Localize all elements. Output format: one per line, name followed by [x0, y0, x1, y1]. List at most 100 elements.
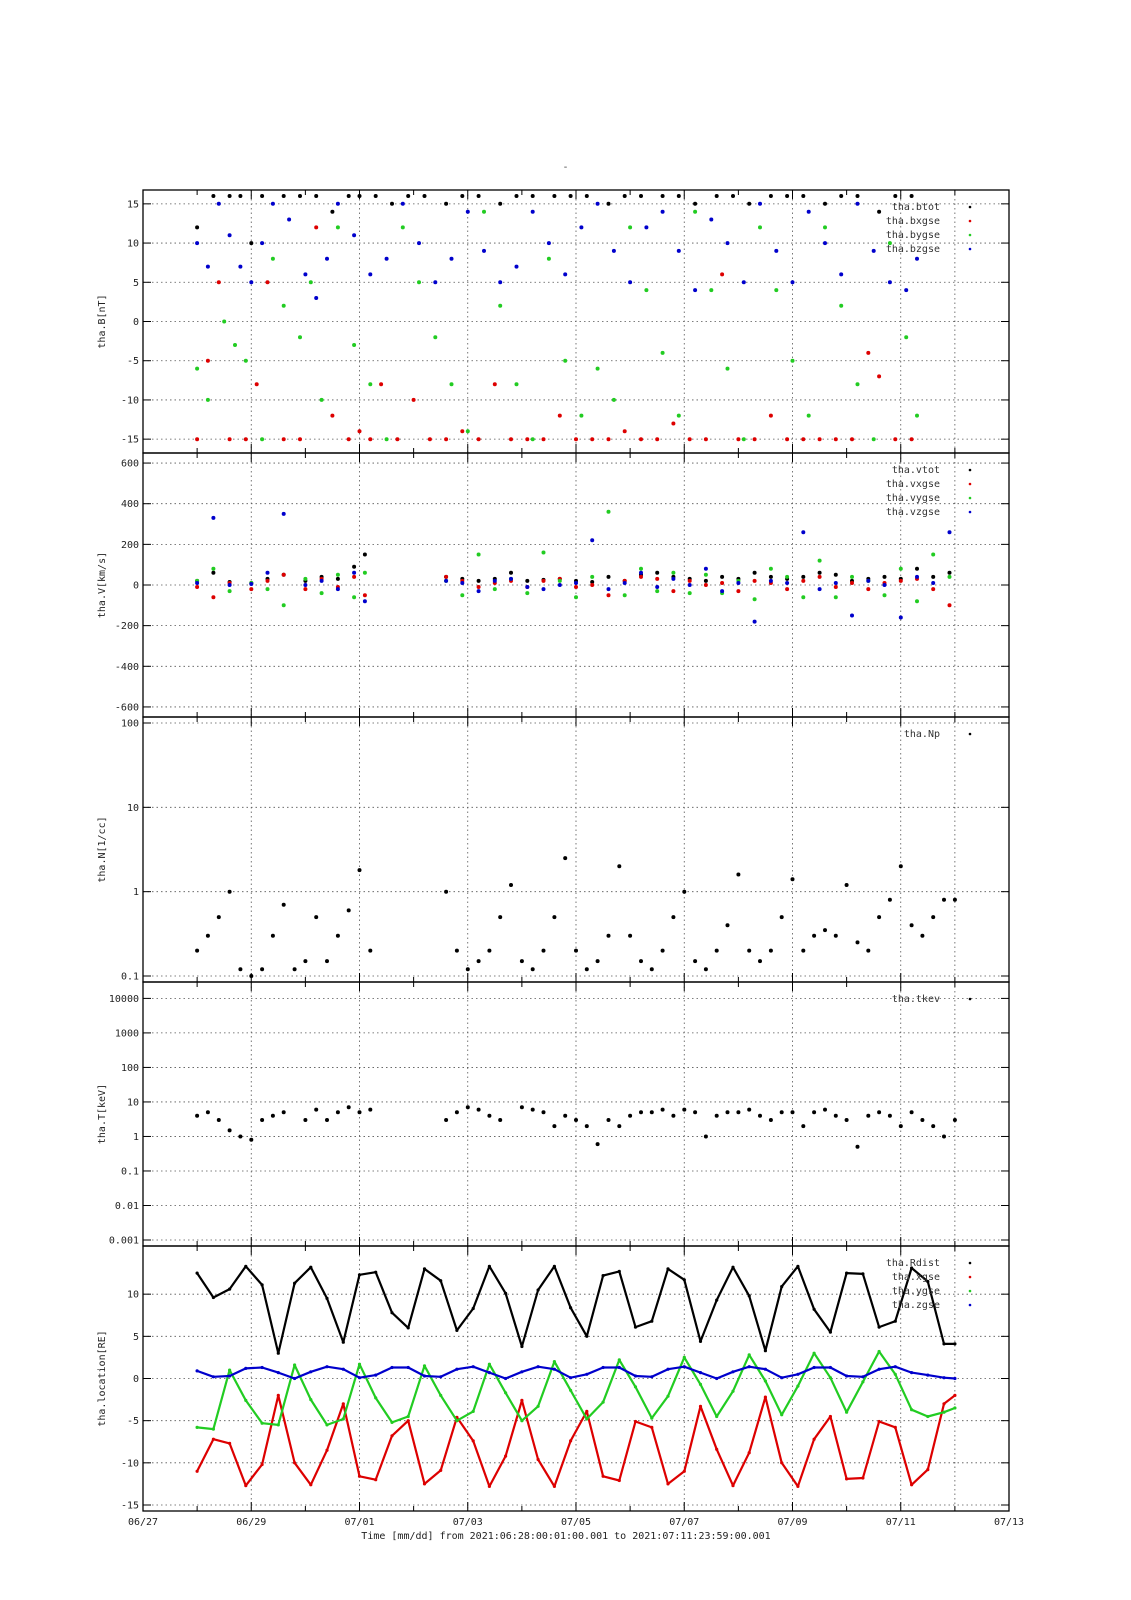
data-point	[574, 595, 578, 600]
data-point	[325, 1118, 329, 1122]
data-point	[779, 1110, 784, 1115]
data-point	[325, 959, 329, 964]
data-point	[465, 209, 470, 214]
data-point	[606, 574, 611, 579]
data-point	[747, 1107, 752, 1112]
legend-label: tha.vtot	[892, 465, 940, 476]
data-point	[341, 1340, 345, 1344]
y-tick-label: 0.1	[121, 1166, 139, 1177]
data-point	[195, 585, 200, 589]
data-point	[390, 1365, 394, 1370]
data-point	[498, 303, 503, 308]
data-point	[249, 1137, 254, 1142]
data-point	[281, 437, 286, 442]
y-tick-label: -400	[115, 662, 139, 673]
data-point	[595, 201, 600, 206]
data-point	[298, 194, 302, 198]
data-point	[714, 1113, 719, 1118]
data-point	[601, 1400, 605, 1404]
data-point	[211, 595, 216, 600]
data-point	[319, 397, 324, 402]
data-point	[703, 566, 708, 571]
data-point	[768, 194, 773, 198]
data-point	[309, 1483, 313, 1487]
data-point	[926, 1373, 930, 1377]
data-point	[693, 201, 698, 206]
data-point	[714, 948, 719, 953]
data-point	[887, 1113, 892, 1118]
data-point	[357, 1474, 362, 1478]
legend-label: tha.bygse	[886, 230, 940, 241]
data-point	[850, 574, 854, 579]
legend-marker	[968, 247, 972, 251]
data-point	[509, 883, 513, 887]
data-point	[530, 437, 535, 442]
data-point	[335, 933, 340, 938]
data-point	[227, 589, 232, 594]
y-tick-label: 1	[133, 887, 139, 898]
data-point	[335, 587, 340, 592]
data-point	[195, 1271, 199, 1275]
data-point	[644, 288, 649, 293]
data-point	[504, 1291, 508, 1295]
data-point	[780, 1413, 784, 1417]
data-point	[622, 593, 627, 598]
data-point	[568, 194, 573, 198]
data-point	[352, 233, 357, 238]
data-point	[444, 574, 449, 579]
data-point	[796, 1484, 800, 1488]
data-point	[736, 581, 741, 585]
data-point	[520, 1344, 524, 1349]
data-point	[952, 897, 957, 902]
data-point	[330, 209, 335, 214]
data-point	[379, 382, 384, 387]
data-point	[866, 587, 871, 592]
data-point	[260, 967, 265, 972]
data-point	[828, 1376, 833, 1380]
data-point	[833, 1113, 838, 1118]
data-point	[455, 1328, 459, 1332]
data-point	[205, 358, 210, 363]
data-point	[687, 437, 692, 442]
legend-marker	[968, 233, 972, 237]
data-point	[276, 1351, 280, 1355]
y-axis-title: tha.T[keV]	[97, 1084, 108, 1144]
data-point	[828, 1365, 833, 1370]
data-point	[601, 1274, 605, 1278]
data-point	[660, 194, 665, 198]
data-point	[265, 578, 270, 583]
data-point	[205, 1110, 210, 1115]
data-point	[910, 1483, 914, 1487]
data-point	[812, 1365, 816, 1370]
data-point	[655, 570, 660, 575]
data-point	[660, 948, 665, 953]
data-point	[227, 233, 232, 238]
data-point	[926, 1414, 930, 1419]
data-point	[768, 1118, 773, 1122]
legend-label: tha.xgse	[892, 1272, 940, 1283]
x-tick-label: 07/09	[777, 1517, 807, 1528]
y-tick-label: 0.01	[115, 1201, 139, 1212]
data-point	[942, 1410, 946, 1414]
data-point	[904, 335, 909, 340]
data-point	[736, 1110, 741, 1115]
legend-marker	[968, 510, 972, 514]
data-point	[260, 437, 265, 442]
data-point	[736, 589, 741, 594]
data-point	[785, 194, 790, 198]
data-point	[752, 619, 757, 624]
legend-label: tha.vygse	[886, 493, 940, 504]
data-point	[281, 194, 286, 198]
data-point	[877, 209, 882, 214]
data-point	[752, 437, 757, 442]
data-point	[195, 581, 200, 585]
legend-marker	[968, 205, 972, 209]
data-point	[260, 194, 265, 198]
data-point	[909, 437, 914, 442]
data-point	[195, 241, 200, 246]
legend-marker	[968, 1303, 972, 1307]
legend-label: tha.btot	[892, 202, 940, 213]
data-point	[828, 1330, 833, 1334]
data-point	[817, 558, 822, 563]
data-point	[260, 1365, 264, 1370]
